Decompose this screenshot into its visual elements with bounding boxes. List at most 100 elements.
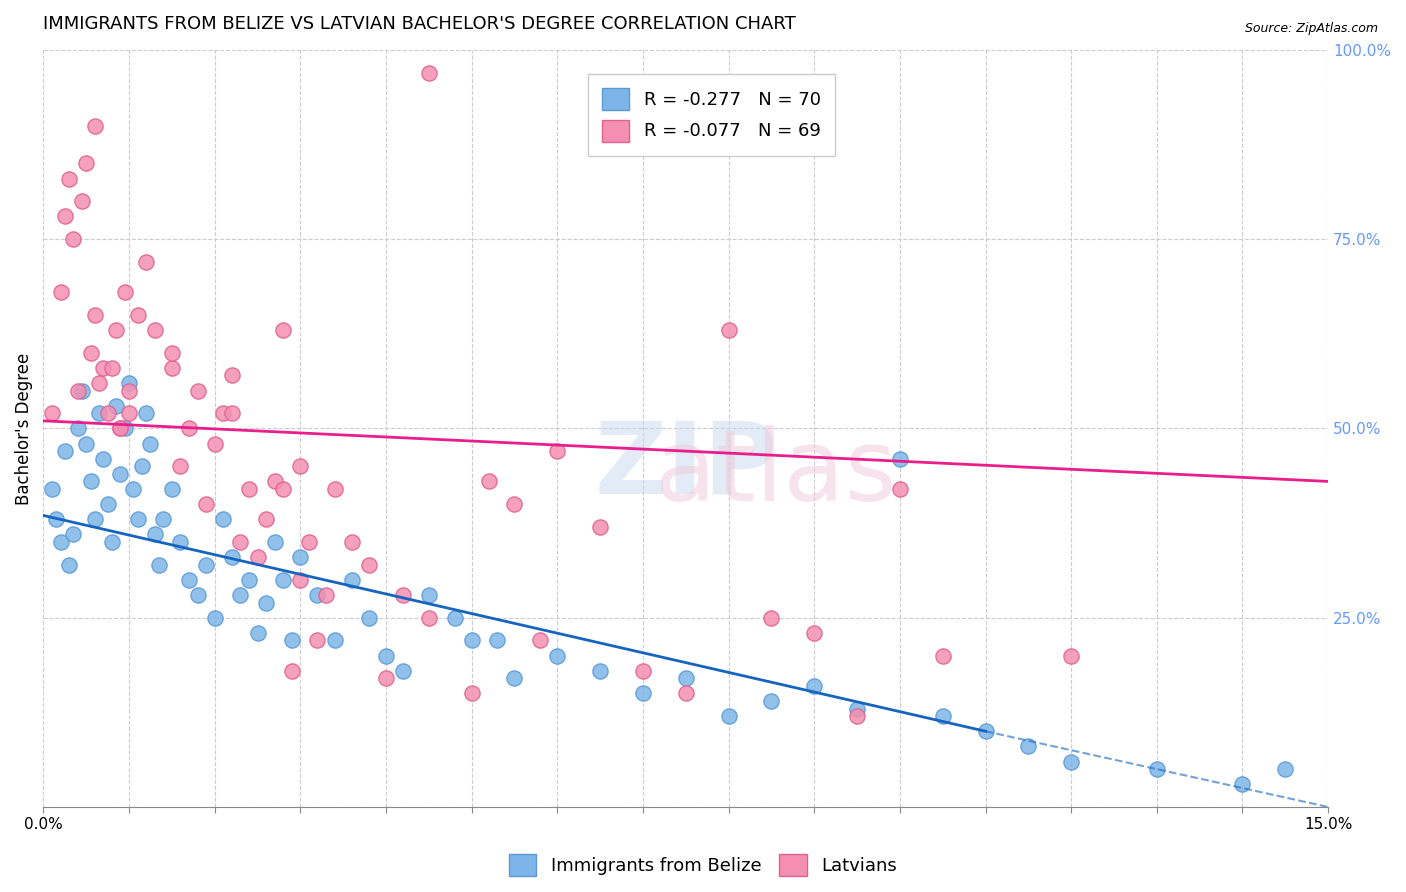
Point [307, 588, 329, 602]
Point [45, 512, 67, 526]
Point [717, 323, 740, 337]
Point [889, 482, 911, 496]
Point [418, 65, 440, 79]
Text: Source: ZipAtlas.com: Source: ZipAtlas.com [1244, 22, 1378, 36]
Point [478, 475, 501, 489]
Point [212, 512, 235, 526]
Point [114, 421, 136, 435]
Point [41, 406, 63, 420]
Point [546, 648, 568, 663]
Point [114, 285, 136, 299]
Point [1060, 755, 1083, 769]
Point [83, 308, 105, 322]
Point [110, 421, 132, 435]
Point [135, 406, 157, 420]
Point [143, 323, 166, 337]
Point [238, 573, 260, 587]
Point [83, 512, 105, 526]
Point [97, 406, 120, 420]
Point [66, 384, 89, 398]
Point [529, 633, 551, 648]
Point [160, 345, 183, 359]
Point [177, 421, 200, 435]
Point [105, 323, 128, 337]
Point [246, 550, 269, 565]
Point [148, 558, 170, 572]
Point [105, 399, 128, 413]
Point [110, 421, 132, 435]
Point [271, 573, 294, 587]
Point [631, 664, 654, 678]
Point [127, 512, 149, 526]
Point [204, 610, 226, 624]
Point [160, 360, 183, 375]
Text: atlas: atlas [655, 425, 897, 523]
Point [49, 285, 72, 299]
Point [546, 444, 568, 458]
Point [221, 550, 243, 565]
Point [271, 482, 294, 496]
Point [392, 588, 415, 602]
Point [229, 588, 252, 602]
Point [75, 436, 97, 450]
Point [169, 535, 191, 549]
Point [803, 625, 825, 640]
Point [803, 679, 825, 693]
Point [169, 459, 191, 474]
Point [761, 610, 783, 624]
Point [62, 232, 84, 246]
Point [204, 436, 226, 450]
Point [761, 694, 783, 708]
Point [101, 360, 124, 375]
Y-axis label: Bachelor's Degree: Bachelor's Degree [15, 352, 32, 505]
Point [846, 701, 869, 715]
Point [118, 406, 141, 420]
Point [160, 482, 183, 496]
Point [238, 482, 260, 496]
Point [443, 610, 465, 624]
Point [589, 664, 612, 678]
Legend: Immigrants from Belize, Latvians: Immigrants from Belize, Latvians [502, 847, 904, 883]
Point [131, 459, 153, 474]
Point [93, 360, 115, 375]
Point [83, 119, 105, 133]
Point [58, 558, 80, 572]
Point [118, 376, 141, 390]
Point [931, 648, 953, 663]
Point [254, 596, 277, 610]
Point [93, 451, 115, 466]
Point [323, 482, 346, 496]
Point [41, 482, 63, 496]
Point [187, 588, 209, 602]
Point [290, 459, 312, 474]
Point [271, 323, 294, 337]
Point [1232, 777, 1254, 791]
Point [717, 709, 740, 723]
Point [307, 633, 329, 648]
Point [315, 588, 337, 602]
Point [87, 376, 110, 390]
Point [290, 550, 312, 565]
Point [392, 664, 415, 678]
Point [357, 610, 380, 624]
Point [229, 535, 252, 549]
Point [290, 573, 312, 587]
Point [460, 633, 482, 648]
Point [931, 709, 953, 723]
Point [1017, 739, 1039, 754]
Point [675, 671, 697, 685]
Point [486, 633, 509, 648]
Point [143, 527, 166, 541]
Point [187, 384, 209, 398]
Point [195, 558, 218, 572]
Legend: R = -0.277   N = 70, R = -0.077   N = 69: R = -0.277 N = 70, R = -0.077 N = 69 [588, 74, 835, 156]
Point [631, 686, 654, 700]
Point [177, 573, 200, 587]
Point [589, 520, 612, 534]
Point [70, 194, 93, 209]
Point [375, 648, 398, 663]
Point [1060, 648, 1083, 663]
Point [418, 588, 440, 602]
Point [889, 451, 911, 466]
Text: ZIP: ZIP [595, 417, 778, 515]
